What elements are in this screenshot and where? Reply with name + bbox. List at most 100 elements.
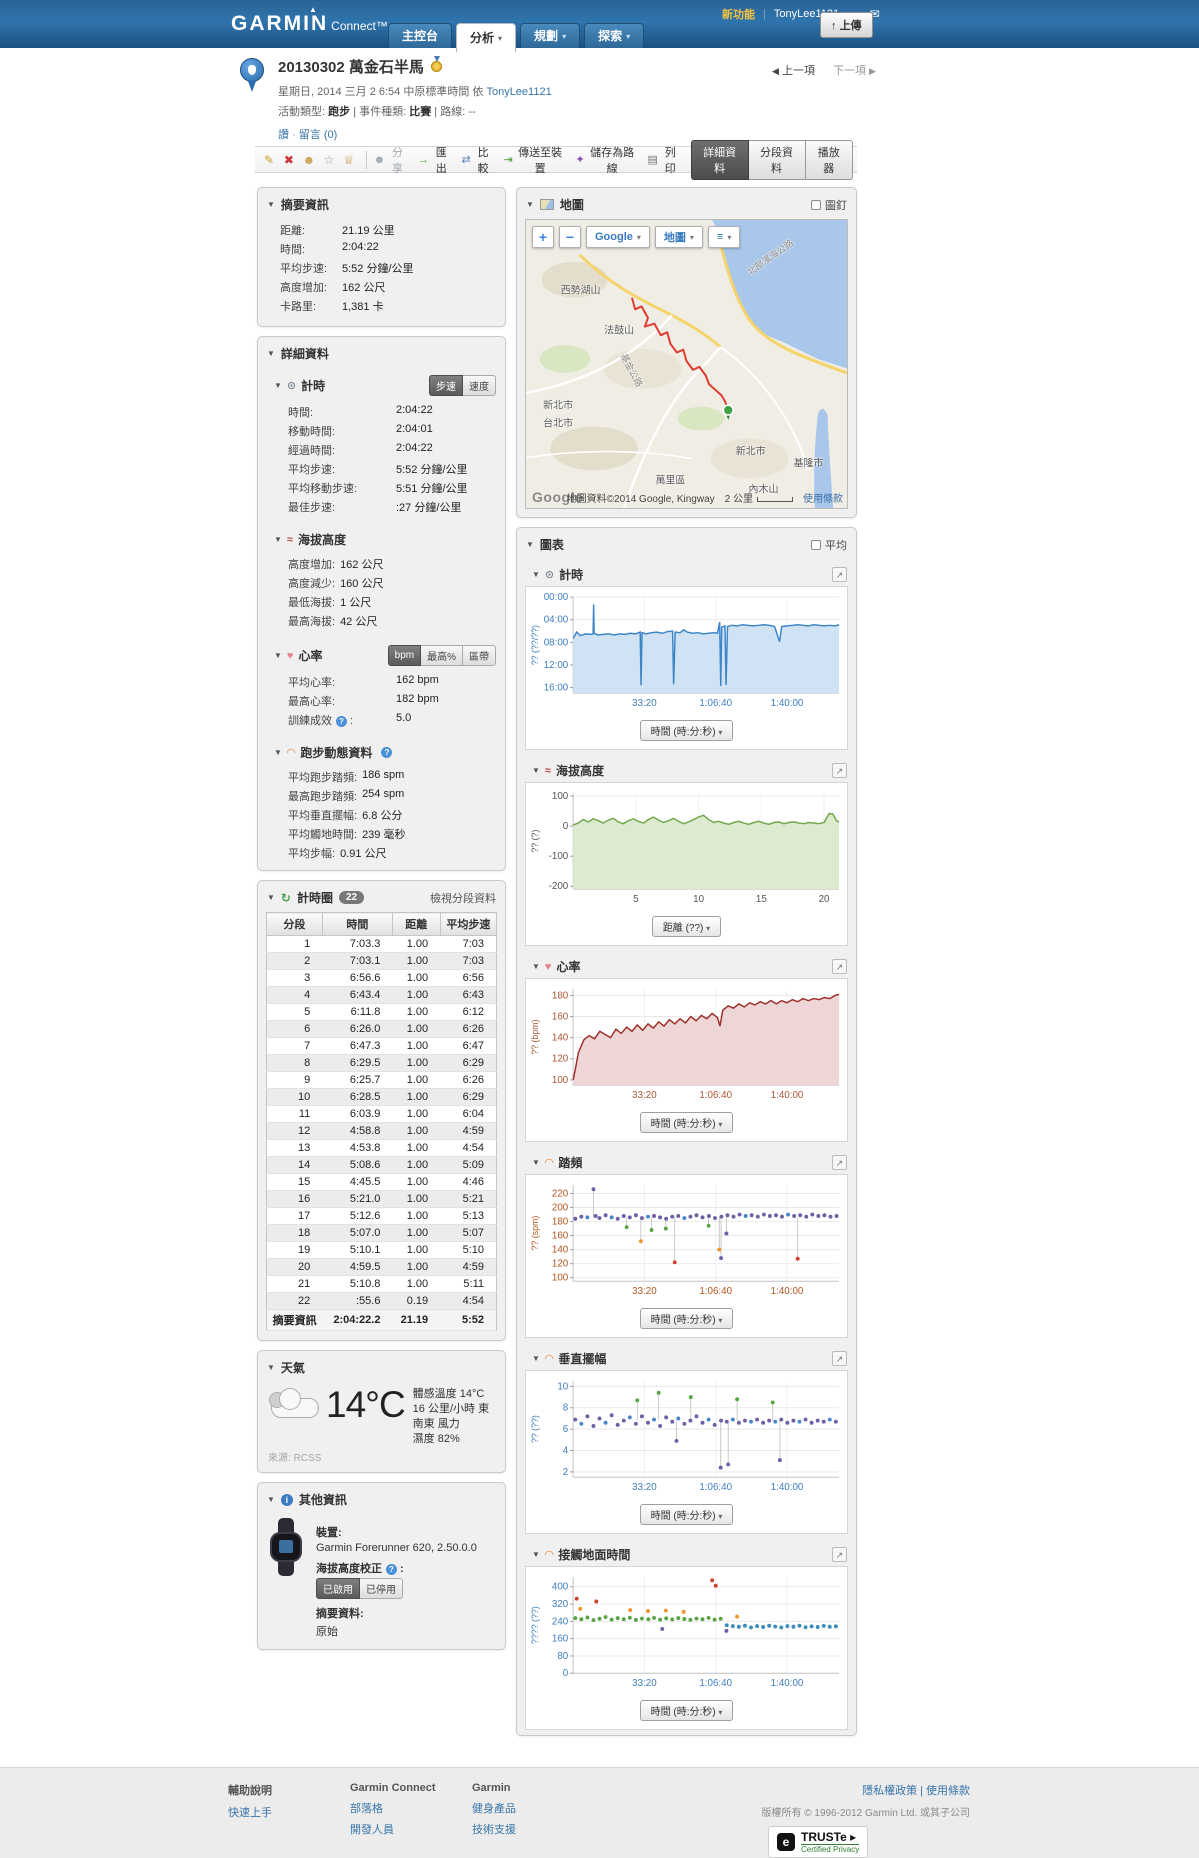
- collapse-icon[interactable]: ▼: [267, 1363, 275, 1372]
- expand-icon[interactable]: ↗: [832, 1155, 847, 1170]
- footer-link-部落格[interactable]: 部落格: [350, 1803, 383, 1815]
- medal-button[interactable]: ♕: [339, 153, 359, 167]
- column-header-平均步速[interactable]: 平均步速: [439, 912, 498, 936]
- view-tab-詳細資料[interactable]: 詳細資料: [690, 139, 749, 180]
- toolbar-傳送至裝置-button[interactable]: ⇥ 傳送至裝置: [504, 144, 565, 176]
- map-type-dropdown[interactable]: 地圖 ▾: [654, 226, 703, 248]
- table-row[interactable]: 19 5:10.1 1.00 5:10: [266, 1241, 497, 1259]
- column-header-分段[interactable]: 分段: [266, 912, 323, 936]
- toolbar-比較-button[interactable]: ⇄ 比較: [462, 144, 493, 176]
- upload-button[interactable]: ↑ 上傳: [820, 12, 873, 38]
- table-row[interactable]: 15 4:45.5 1.00 4:46: [266, 1173, 497, 1191]
- footer-link-健身產品[interactable]: 健身產品: [472, 1803, 516, 1815]
- collapse-icon[interactable]: ▼: [274, 651, 282, 660]
- collapse-icon[interactable]: ▼: [274, 748, 282, 757]
- footer-link-快速上手[interactable]: 快速上手: [228, 1807, 272, 1819]
- collapse-icon[interactable]: ▼: [526, 540, 534, 549]
- collapse-icon[interactable]: ▼: [267, 200, 275, 209]
- table-row[interactable]: 18 5:07.0 1.00 5:07: [266, 1224, 497, 1242]
- table-row[interactable]: 21 5:10.8 1.00 5:11: [266, 1275, 497, 1293]
- collapse-icon[interactable]: ▼: [267, 349, 275, 358]
- footer-link-開發人員[interactable]: 開發人員: [350, 1824, 394, 1836]
- expand-icon[interactable]: ↗: [832, 1351, 847, 1366]
- view-tab-播放器[interactable]: 播放器: [805, 139, 853, 180]
- mail-icon[interactable]: ✉: [869, 7, 880, 21]
- table-row[interactable]: 20 4:59.5 1.00 4:59: [266, 1258, 497, 1276]
- help-icon[interactable]: ?: [336, 716, 347, 727]
- collapse-icon[interactable]: ▼: [532, 570, 540, 579]
- toggle-bpm[interactable]: bpm: [387, 645, 422, 666]
- view-splits-link[interactable]: 檢視分段資料: [430, 892, 496, 905]
- table-row[interactable]: 12 4:58.8 1.00 4:59: [266, 1122, 497, 1140]
- route-end-marker[interactable]: [722, 404, 734, 416]
- map-provider-dropdown[interactable]: Google ▾: [586, 226, 650, 248]
- help-icon[interactable]: ?: [386, 1564, 397, 1575]
- help-icon[interactable]: ?: [381, 747, 393, 758]
- collapse-icon[interactable]: ▼: [267, 1495, 275, 1504]
- table-row[interactable]: 11 6:03.9 1.00 6:04: [266, 1105, 497, 1123]
- nav-tab-規劃[interactable]: 規劃 ▾: [520, 23, 581, 48]
- next-activity-link[interactable]: 下一項 ▶: [832, 65, 876, 77]
- table-row[interactable]: 22:55.6 0.19 4:54: [266, 1292, 497, 1310]
- table-row[interactable]: 6 6:26.0 1.00 6:26: [266, 1020, 497, 1038]
- favorite-button[interactable]: ☆: [319, 153, 339, 167]
- table-row[interactable]: 14 5:08.6 1.00 5:09: [266, 1156, 497, 1174]
- privacy-button[interactable]: ☻: [299, 153, 319, 167]
- nav-tab-主控台[interactable]: 主控台: [388, 23, 453, 48]
- collapse-icon[interactable]: ▼: [532, 1158, 540, 1167]
- vosc-x-axis-dropdown[interactable]: 時間 (時:分:秒) ▾: [639, 1504, 734, 1525]
- column-header-距離[interactable]: 距離: [391, 912, 441, 936]
- toolbar-儲存為路線-button[interactable]: ✦ 儲存為路線: [576, 144, 637, 176]
- collapse-icon[interactable]: ▼: [532, 766, 540, 775]
- previous-activity-link[interactable]: ◀ 上一項: [772, 65, 815, 77]
- map-viewport[interactable]: 西勢湖山 法鼓山 基金公路 新北市 台北市 萬里區 新北市 內木山 基隆市 北部濱海公路 + − …: [525, 219, 848, 509]
- delete-button[interactable]: ✖: [279, 153, 299, 167]
- collapse-icon[interactable]: ▼: [526, 200, 534, 209]
- footer-link-技術支援[interactable]: 技術支援: [472, 1824, 516, 1836]
- truste-badge[interactable]: e TRUSTe ▸ Certified Privacy: [768, 1826, 869, 1858]
- average-checkbox[interactable]: [811, 539, 821, 550]
- toggle-速度[interactable]: 速度: [463, 375, 496, 396]
- table-row[interactable]: 16 5:21.0 1.00 5:21: [266, 1190, 497, 1208]
- nav-tab-探索[interactable]: 探索 ▾: [584, 23, 645, 48]
- whats-new-link[interactable]: 新功能: [722, 9, 755, 21]
- comment-link[interactable]: 留言 (0): [298, 129, 338, 141]
- collapse-icon[interactable]: ▼: [267, 893, 275, 902]
- column-header-時間[interactable]: 時間: [321, 912, 393, 936]
- collapse-icon[interactable]: ▼: [532, 1550, 540, 1559]
- collapse-icon[interactable]: ▼: [274, 381, 282, 390]
- like-link[interactable]: 讚: [278, 129, 289, 141]
- table-row[interactable]: 9 6:25.7 1.00 6:26: [266, 1071, 497, 1089]
- legal-link-使用條款[interactable]: 使用條款: [926, 1785, 970, 1797]
- garmin-connect-logo[interactable]: ▲ GARMIN Connect™: [231, 5, 388, 36]
- table-row[interactable]: 7 6:47.3 1.00 6:47: [266, 1037, 497, 1055]
- expand-icon[interactable]: ↗: [832, 1547, 847, 1562]
- elevation-x-axis-dropdown[interactable]: 距離 (??) ▾: [651, 916, 722, 937]
- table-row[interactable]: 17 5:12.6 1.00 5:13: [266, 1207, 497, 1225]
- toolbar-匯出-button[interactable]: → 匯出: [418, 144, 451, 176]
- elev-correction-已啟用[interactable]: 已啟用: [316, 1578, 360, 1599]
- hr-x-axis-dropdown[interactable]: 時間 (時:分:秒) ▾: [639, 1112, 734, 1133]
- map-zoom-in-button[interactable]: +: [532, 226, 554, 248]
- table-row[interactable]: 10 6:28.5 1.00 6:29: [266, 1088, 497, 1106]
- expand-icon[interactable]: ↗: [832, 567, 847, 582]
- legal-link-隱私權政策[interactable]: 隱私權政策: [862, 1785, 918, 1797]
- map-terms-link[interactable]: 使用條款: [803, 494, 843, 505]
- toolbar-列印-button[interactable]: ▤ 列印: [648, 144, 680, 176]
- view-tab-分段資料[interactable]: 分段資料: [748, 139, 806, 180]
- owner-link[interactable]: TonyLee1121: [486, 86, 552, 98]
- table-row[interactable]: 5 6:11.8 1.00 6:12: [266, 1003, 497, 1021]
- table-row[interactable]: 3 6:56.6 1.00 6:56: [266, 969, 497, 987]
- pace-x-axis-dropdown[interactable]: 時間 (時:分:秒) ▾: [639, 720, 734, 741]
- map-layers-dropdown[interactable]: ≡ ▾: [707, 226, 741, 248]
- expand-icon[interactable]: ↗: [832, 763, 847, 778]
- collapse-icon[interactable]: ▼: [532, 962, 540, 971]
- table-row[interactable]: 2 7:03.1 1.00 7:03: [266, 952, 497, 970]
- collapse-icon[interactable]: ▼: [274, 535, 282, 544]
- nav-tab-分析[interactable]: 分析 ▾: [456, 23, 517, 52]
- table-row[interactable]: 8 6:29.5 1.00 6:29: [266, 1054, 497, 1072]
- table-row[interactable]: 1 7:03.3 1.00 7:03: [266, 935, 497, 953]
- table-row[interactable]: 4 6:43.4 1.00 6:43: [266, 986, 497, 1004]
- table-row[interactable]: 13 4:53.8 1.00 4:54: [266, 1139, 497, 1157]
- expand-icon[interactable]: ↗: [832, 959, 847, 974]
